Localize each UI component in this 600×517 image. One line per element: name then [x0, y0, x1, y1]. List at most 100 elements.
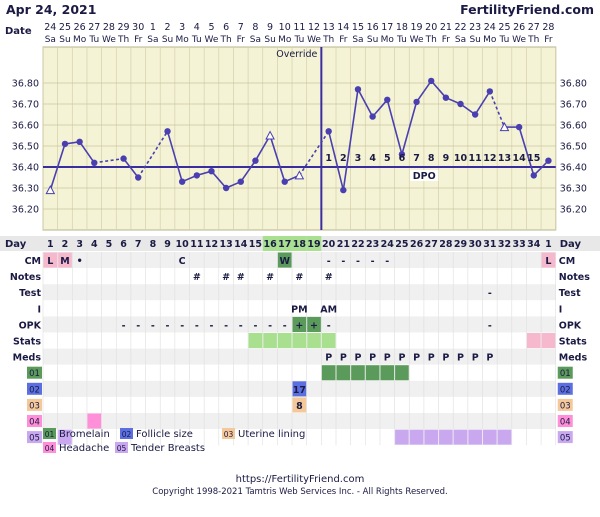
date-day-label: 7	[238, 22, 244, 33]
date-day-label: 8	[252, 22, 258, 33]
row-label-left: Test	[19, 288, 41, 299]
y-tick-label-right: 36.60	[560, 121, 587, 132]
date-weekday-label: Su	[469, 35, 480, 45]
row-cell-text: -	[385, 256, 389, 267]
row-cell-fill	[321, 365, 336, 381]
row-cell-fill	[526, 333, 541, 349]
y-tick-label-left: 36.20	[12, 205, 39, 216]
row-cell-fill	[292, 381, 307, 397]
row-background	[43, 413, 556, 430]
date-weekday-label: Su	[367, 35, 378, 45]
row-cell-fill	[351, 365, 365, 381]
row-cell-text: -	[341, 256, 345, 267]
row-badge-label-left: 01	[29, 369, 40, 379]
cycle-day-number: 15	[249, 239, 262, 250]
temperature-point	[325, 128, 332, 135]
temperature-point	[471, 111, 479, 118]
date-day-label: 24	[44, 22, 56, 33]
temperature-open-point	[294, 170, 305, 180]
legend-code: 01	[45, 430, 55, 439]
footer-url[interactable]: https://FertilityFriend.com	[236, 474, 365, 485]
date-weekday-label: We	[512, 35, 526, 45]
row-cell-text: #	[295, 272, 303, 283]
cycle-day-number: 9	[164, 239, 171, 250]
temperature-open-point	[45, 185, 56, 195]
temperature-point	[237, 178, 244, 185]
date-day-label: 17	[381, 22, 393, 33]
row-badge-right	[557, 398, 573, 411]
y-tick-label-left: 36.80	[12, 79, 39, 90]
row-badge-right	[557, 382, 573, 395]
date-day-label: 26	[74, 22, 86, 33]
row-cell-text: L	[47, 256, 53, 267]
date-weekday-label: Tu	[396, 35, 407, 45]
row-cell-text: -	[488, 288, 492, 299]
cycle-day-number: 7	[135, 239, 142, 250]
row-cell-fill	[468, 429, 482, 445]
dpo-number: 6	[399, 153, 406, 164]
dpo-number: 3	[355, 153, 362, 164]
legend-code: 05	[117, 444, 127, 453]
date-day-label: 23	[469, 22, 481, 33]
cycle-day-number: 24	[381, 239, 395, 250]
temperature-line-segment	[122, 158, 139, 178]
date-day-label: 5	[208, 22, 214, 33]
cycle-day-number: 28	[439, 239, 453, 250]
y-tick-label-right: 36.40	[560, 163, 587, 174]
row-badge-right	[557, 415, 573, 427]
temperature-line-segment	[210, 170, 227, 189]
row-cell-text: -	[224, 320, 228, 331]
row-badge-label-right: 02	[560, 385, 571, 395]
date-day-label: 21	[440, 22, 452, 33]
row-cell-text: -	[151, 320, 155, 331]
row-cell-text: P	[472, 353, 479, 364]
temperature-line-segment	[327, 131, 345, 191]
y-tick-label-left: 36.50	[12, 142, 39, 153]
date-weekday-label: Th	[220, 35, 232, 45]
date-day-label: 25	[498, 22, 510, 33]
temperature-point	[515, 123, 523, 131]
dpo-number: 12	[483, 153, 496, 164]
row-cell-text: M	[60, 256, 69, 267]
date-weekday-label: Sa	[147, 35, 158, 45]
row-cell-text: PM	[291, 304, 307, 315]
date-weekday-label: Sa	[352, 35, 363, 45]
cycle-day-number: 5	[106, 239, 113, 250]
brand-logo[interactable]: FertilityFriend.com	[460, 2, 594, 17]
row-cell-text: P	[340, 353, 347, 364]
temperature-plot-area: 36.80 36.80 36.70 36.70 36.60 36.60 36.50 36.50…	[12, 46, 587, 231]
row-cell-fill	[395, 429, 409, 445]
date-weekday-label: Th	[527, 35, 539, 45]
row-label-right: OPK	[559, 320, 582, 331]
row-cell-text: -	[239, 320, 243, 331]
row-cell-text: -	[253, 320, 257, 331]
row-cell-fill	[336, 365, 351, 381]
row-cell-fill	[263, 333, 277, 349]
date-weekday-label: Fr	[134, 35, 143, 45]
temperature-line-segment	[137, 130, 169, 178]
temperature-line-segment	[298, 130, 330, 176]
date-day-label: 11	[293, 22, 305, 33]
cycle-day-number: 31	[483, 239, 496, 250]
cycle-day-number: 18	[293, 239, 307, 250]
date-weekday-label: We	[410, 35, 424, 45]
date-day-label: 22	[454, 22, 466, 33]
row-cell-text: 8	[296, 401, 303, 412]
temperature-point	[354, 86, 362, 93]
legend-code: 04	[45, 444, 55, 453]
temperature-point	[91, 159, 98, 166]
row-cell-fill	[380, 365, 395, 381]
date-weekday-label: Mo	[381, 35, 395, 45]
date-weekday-label: Su	[264, 35, 275, 45]
date-weekday-label: Th	[322, 35, 334, 45]
legend-label: Headache	[59, 443, 109, 454]
cycle-day-number: 23	[366, 239, 379, 250]
row-cell-text: -	[195, 320, 199, 331]
temperature-point	[413, 98, 420, 106]
row-cell-text: #	[266, 272, 274, 283]
row-badge-label-right: 05	[560, 434, 571, 444]
temperature-point	[252, 157, 259, 164]
temperature-line-segment	[386, 99, 403, 155]
